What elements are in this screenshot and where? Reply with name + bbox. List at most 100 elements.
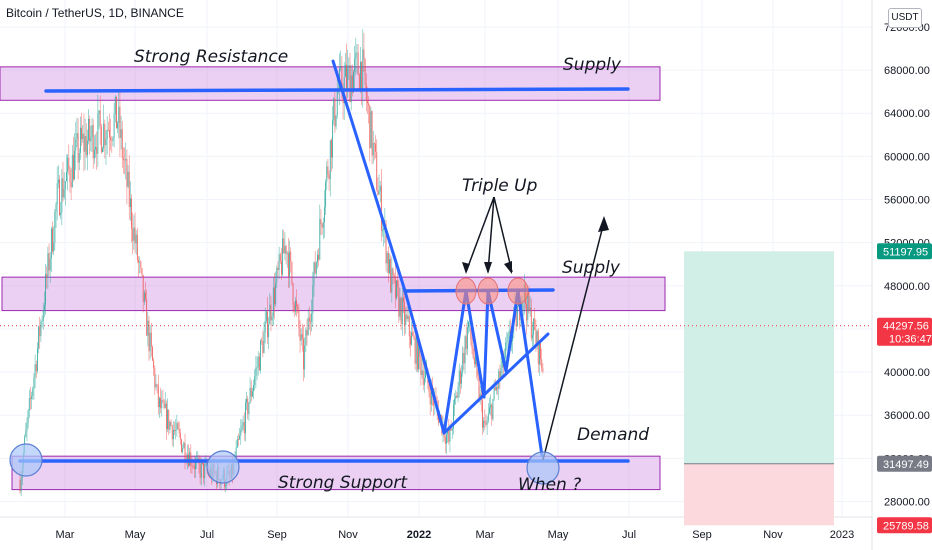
candle-body (168, 409, 170, 430)
candle-body (126, 158, 128, 187)
candle-body (192, 465, 194, 467)
candle-body (38, 326, 40, 349)
candle-body (113, 114, 115, 138)
candle-body (53, 242, 55, 252)
candle-body (353, 72, 354, 93)
candle-body (54, 211, 56, 243)
triple-up-arrow (465, 196, 495, 273)
candle-body (499, 371, 501, 378)
candle-body (270, 304, 272, 321)
candle-body (454, 398, 456, 405)
candle-body (306, 329, 308, 336)
candle-body (321, 224, 323, 228)
candle-body (20, 477, 22, 492)
candle-body (429, 391, 431, 405)
candle-body (265, 311, 267, 321)
candle-body (79, 127, 81, 153)
annotation-supply: Supply (562, 258, 621, 278)
candle-body (179, 432, 181, 440)
candle-body (132, 228, 134, 241)
candle-body (494, 386, 496, 391)
candle-body (47, 253, 49, 278)
time-tick-label: Nov (338, 529, 358, 541)
candle-body (50, 228, 52, 259)
candle-body (112, 137, 114, 141)
candle-body (308, 317, 310, 322)
candle-body (89, 118, 91, 142)
candle-body (68, 157, 70, 170)
candle-body (464, 336, 466, 364)
candle-body (109, 130, 110, 138)
candle-body (397, 280, 399, 288)
candle-body (403, 297, 404, 302)
annotation-triple-up: Triple Up (462, 176, 538, 196)
candle-body (99, 110, 101, 127)
candle-body (203, 462, 205, 479)
candle-body (536, 331, 538, 346)
candle-body (156, 384, 158, 386)
candle-body (325, 182, 327, 208)
candle-body (64, 181, 66, 189)
candle-body (278, 254, 280, 270)
candle-body (420, 356, 422, 375)
candle-body (505, 342, 507, 358)
candle-body (247, 398, 249, 415)
candle-body (182, 448, 184, 453)
candle-body (279, 254, 281, 262)
candle-body (385, 224, 387, 264)
candle-body (125, 158, 127, 161)
candle-body (535, 330, 537, 346)
candle-body (363, 49, 365, 60)
time-tick-label: Mar (476, 529, 495, 541)
position-loss-zone (684, 463, 834, 526)
candle-body (313, 262, 315, 286)
candle-body (67, 157, 69, 172)
candle-body (117, 122, 119, 129)
candle-body (375, 143, 377, 152)
candle-body (34, 364, 36, 377)
candle-body (146, 299, 148, 336)
candle-body (27, 410, 29, 423)
candle-body (181, 439, 182, 453)
candle-body (131, 198, 133, 229)
candle-body (253, 384, 255, 392)
candle-body (418, 343, 420, 370)
candle-body (100, 126, 102, 153)
currency-button[interactable]: USDT (888, 8, 922, 28)
annotation-demand: Demand (577, 425, 649, 445)
candle-body (527, 291, 529, 321)
candle-body (369, 105, 371, 149)
candle-body (249, 387, 251, 403)
candle-body (32, 388, 34, 396)
arrow-head (504, 261, 512, 274)
candle-body (365, 84, 367, 101)
candle-body (297, 306, 299, 310)
candle-body (451, 428, 453, 431)
candle-body (43, 305, 45, 311)
peak-marker (477, 277, 499, 305)
candle-body (174, 429, 175, 431)
candle-body (163, 400, 165, 408)
candle-body (157, 384, 159, 408)
candle-body (355, 52, 357, 59)
price-tick-label: 48000.00 (884, 281, 930, 293)
candle-body (307, 317, 309, 336)
price-tick-label: 56000.00 (884, 195, 930, 207)
candle-body (40, 321, 42, 337)
candle-body (69, 169, 71, 183)
candle-body (449, 426, 451, 442)
candle-body (475, 355, 476, 365)
candle-body (495, 387, 497, 391)
price-tag-countdown: 10:36:47 (889, 334, 932, 346)
candle-body (430, 385, 432, 405)
candle-body (251, 391, 253, 397)
candle-body (428, 383, 430, 392)
candle-body (327, 166, 329, 175)
candle-body (71, 154, 73, 188)
candle-body (366, 100, 368, 104)
candle-body (77, 133, 79, 163)
candle-body (76, 133, 78, 140)
candle-body (155, 384, 157, 388)
